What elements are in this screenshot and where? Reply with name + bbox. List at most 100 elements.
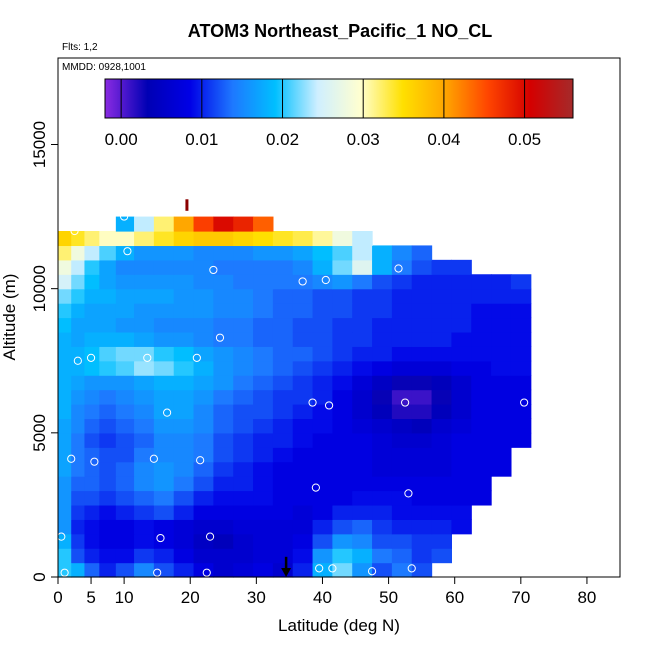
heat-cell xyxy=(312,375,333,391)
heat-cell xyxy=(292,548,314,564)
heat-cell xyxy=(99,461,117,477)
heat-cell xyxy=(411,418,433,434)
heat-cell xyxy=(233,432,254,448)
heat-cell xyxy=(193,404,214,420)
heat-cell xyxy=(213,490,234,506)
heat-cell xyxy=(510,274,532,290)
heat-cell xyxy=(431,274,452,290)
heat-cell xyxy=(352,562,373,578)
heat-cell xyxy=(292,432,314,448)
sample-point xyxy=(73,356,82,365)
heat-cell xyxy=(411,490,433,506)
heat-cell xyxy=(451,331,472,347)
heat-cell xyxy=(99,346,117,362)
heat-cell xyxy=(451,303,472,319)
heat-cell xyxy=(471,346,492,362)
sample-point xyxy=(328,564,337,573)
heat-cell xyxy=(153,562,175,578)
heat-cell xyxy=(253,389,274,405)
colorbar-gradient xyxy=(104,78,574,119)
heat-cell xyxy=(332,533,353,549)
heat-cell xyxy=(84,476,100,492)
heat-cell xyxy=(272,476,294,492)
heat-cell xyxy=(71,404,86,420)
heat-cell xyxy=(233,490,254,506)
heat-cell xyxy=(134,389,155,405)
heat-cell xyxy=(71,389,86,405)
heat-cell xyxy=(312,288,333,304)
heat-cell xyxy=(193,216,214,232)
heat-cell xyxy=(134,259,155,275)
heat-cell xyxy=(71,346,86,362)
heat-cell xyxy=(153,447,175,463)
heat-cell xyxy=(372,490,393,506)
heat-cell xyxy=(510,389,532,405)
heat-cell xyxy=(253,447,274,463)
y-tick-label: 5000 xyxy=(30,414,49,452)
heat-cell xyxy=(352,404,373,420)
sample-point xyxy=(192,353,201,362)
heat-cell xyxy=(71,259,86,275)
heat-cell xyxy=(411,519,433,535)
heat-cell xyxy=(312,476,333,492)
heat-cell xyxy=(352,375,373,391)
heat-cell xyxy=(292,259,314,275)
heat-cell xyxy=(58,259,72,275)
heat-cell xyxy=(431,447,452,463)
heat-cell xyxy=(372,317,393,333)
heat-cell xyxy=(173,476,195,492)
heat-cell xyxy=(193,231,214,247)
heat-cell xyxy=(431,533,452,549)
heat-cell xyxy=(253,259,274,275)
heat-cell xyxy=(332,519,353,535)
heat-cell xyxy=(292,274,314,290)
heat-cell xyxy=(134,216,155,232)
heat-cell xyxy=(134,461,155,477)
heat-cell xyxy=(411,461,433,477)
heat-cell xyxy=(99,274,117,290)
heat-cell xyxy=(193,504,214,520)
heat-cell xyxy=(372,533,393,549)
heat-cell xyxy=(431,490,452,506)
heat-cell xyxy=(58,231,72,247)
heat-cell xyxy=(471,404,492,420)
heat-cell xyxy=(58,288,72,304)
heat-cell xyxy=(431,504,452,520)
heat-cell xyxy=(193,432,214,448)
heat-cell xyxy=(272,461,294,477)
heat-cell xyxy=(411,476,433,492)
heat-cell xyxy=(58,461,72,477)
heat-cell xyxy=(233,562,254,578)
heat-cell xyxy=(213,447,234,463)
heat-cell xyxy=(134,331,155,347)
heat-cell xyxy=(411,346,433,362)
heat-cell xyxy=(84,533,100,549)
heat-cell xyxy=(233,274,254,290)
heat-cell xyxy=(332,461,353,477)
heat-cell xyxy=(173,548,195,564)
heat-cell xyxy=(451,259,472,275)
heat-cell xyxy=(272,548,294,564)
heat-cell xyxy=(253,533,274,549)
heat-cell xyxy=(431,288,452,304)
heat-cell xyxy=(84,432,100,448)
sample-point xyxy=(153,568,162,577)
heat-cell xyxy=(272,447,294,463)
heat-cell xyxy=(253,418,274,434)
heat-cell xyxy=(391,274,413,290)
heat-cell xyxy=(332,504,353,520)
heat-cell xyxy=(233,259,254,275)
heat-cell xyxy=(372,519,393,535)
heat-cell xyxy=(173,519,195,535)
heat-cell xyxy=(312,533,333,549)
heat-cell xyxy=(173,274,195,290)
y-tick-label: 0 xyxy=(30,572,49,581)
heat-cell xyxy=(431,519,452,535)
heat-cell xyxy=(253,562,274,578)
heat-cell xyxy=(253,216,274,232)
colorbar-tick-label: 0.01 xyxy=(185,130,218,149)
x-axis-label: Latitude (deg N) xyxy=(278,616,400,635)
heat-cell xyxy=(253,288,274,304)
heat-cell xyxy=(391,360,413,376)
heat-cell xyxy=(391,490,413,506)
